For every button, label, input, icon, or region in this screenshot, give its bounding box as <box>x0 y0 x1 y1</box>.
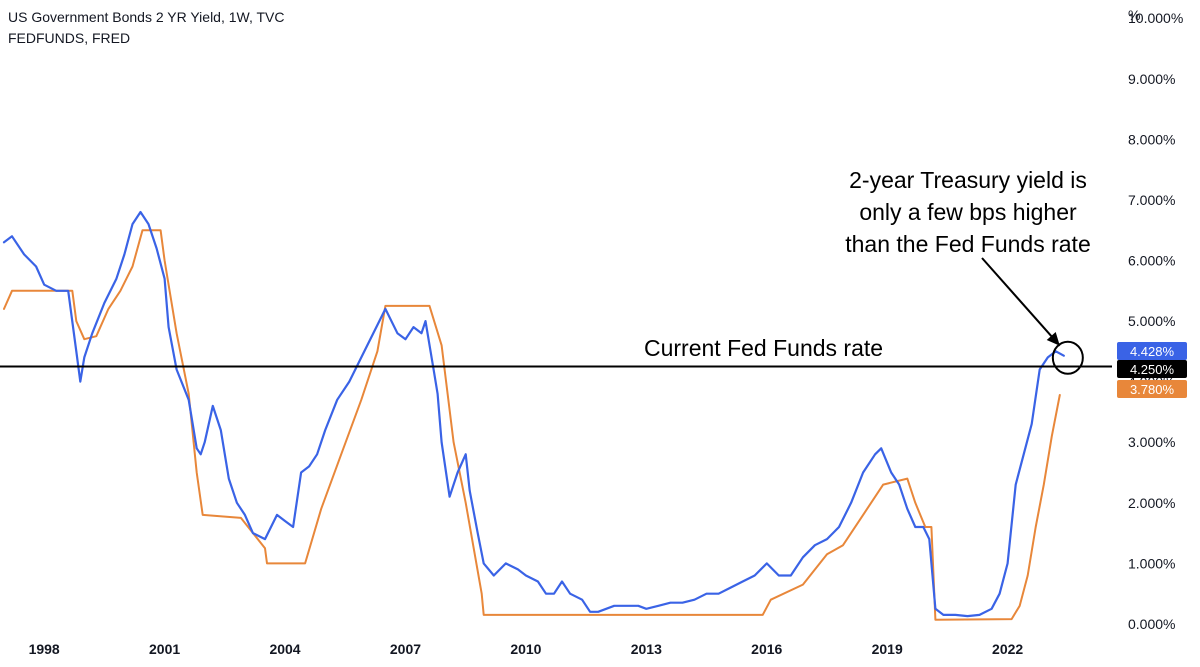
badge-background <box>1117 342 1187 360</box>
x-tick-label: 2001 <box>149 641 180 657</box>
badge-2yr-yield: 4.428% <box>1117 342 1187 360</box>
badge-label: 3.780% <box>1130 382 1175 397</box>
y-tick-label: 2.000% <box>1128 495 1175 511</box>
badge-label: 4.250% <box>1130 362 1175 377</box>
callout-line-3: than the Fed Funds rate <box>845 231 1091 257</box>
badge-background <box>1117 380 1187 398</box>
highlight-circle <box>1051 340 1084 375</box>
y-tick-label: 5.000% <box>1128 313 1175 329</box>
series-legend-fedfunds: FEDFUNDS, FRED <box>8 30 130 46</box>
y-tick-label: 1.000% <box>1128 555 1175 571</box>
callout-line-2: only a few bps higher <box>859 199 1077 225</box>
callout: 2-year Treasury yield is only a few bps … <box>845 167 1091 257</box>
badge-fedfunds: 3.780% <box>1117 380 1187 398</box>
y-tick-label: 6.000% <box>1128 252 1175 268</box>
x-tick-label: 1998 <box>29 641 60 657</box>
current-rate-label: Current Fed Funds rate <box>644 335 883 361</box>
x-tick-label: 2022 <box>992 641 1023 657</box>
series-line-2yr-yield <box>2 210 1065 618</box>
y-axis: 0.000%1.000%2.000%3.000%4.000%5.000%6.00… <box>1128 10 1183 632</box>
x-tick-label: 2019 <box>872 641 903 657</box>
y-axis-unit: % <box>1128 7 1140 23</box>
y-tick-label: 8.000% <box>1128 131 1175 147</box>
x-tick-label: 2016 <box>751 641 782 657</box>
price-badges: 4.428% 4.250% 3.780% <box>1117 342 1187 398</box>
plot-area <box>0 210 1112 621</box>
callout-arrow-shaft <box>981 257 1061 347</box>
callout-arrow-head <box>1046 332 1060 346</box>
y-tick-label: 7.000% <box>1128 192 1175 208</box>
y-tick-label: 10.000% <box>1128 10 1183 26</box>
y-tick-label: 9.000% <box>1128 71 1175 87</box>
series-line-fedfunds <box>3 229 1061 621</box>
x-tick-label: 2004 <box>269 641 300 657</box>
y-tick-label: 0.000% <box>1128 616 1175 632</box>
x-tick-label: 2013 <box>631 641 662 657</box>
x-axis: 1998 2001 2004 2007 2010 2013 2016 2019 2022 <box>29 641 1024 657</box>
y-tick-label: 3.000% <box>1128 434 1175 450</box>
x-tick-label: 2007 <box>390 641 421 657</box>
badge-current-rate: 4.250% <box>1117 360 1187 378</box>
badge-label: 4.428% <box>1130 344 1175 359</box>
chart-title: US Government Bonds 2 YR Yield, 1W, TVC <box>8 9 285 25</box>
badge-background <box>1117 360 1187 378</box>
x-tick-label: 2010 <box>510 641 541 657</box>
callout-line-1: 2-year Treasury yield is <box>849 167 1087 193</box>
